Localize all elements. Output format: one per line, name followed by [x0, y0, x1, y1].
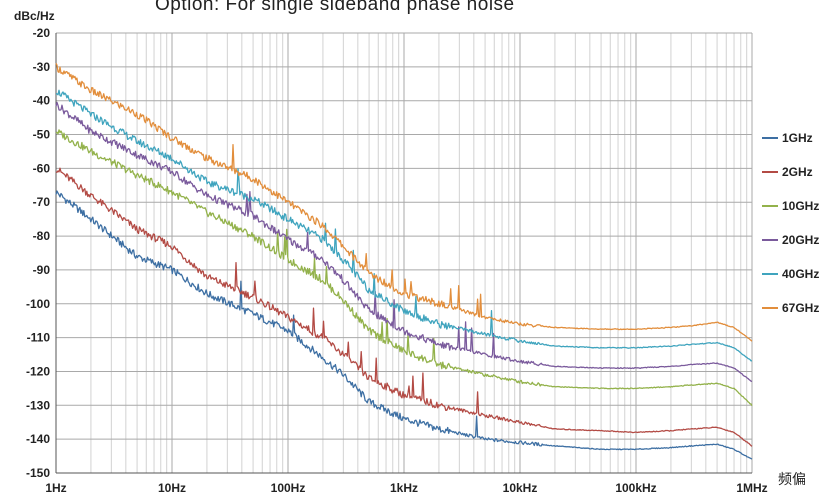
x-axis-label: 频偏: [778, 472, 806, 488]
x-tick-label: 1kHz: [390, 481, 418, 495]
series-line-10GHz: [55, 129, 753, 407]
legend-label-40GHz: 40GHz: [782, 267, 819, 281]
y-tick-label: -150: [26, 466, 50, 480]
y-tick-label: -120: [26, 364, 50, 378]
series-line-67GHz: [55, 62, 753, 342]
legend-label-20GHz: 20GHz: [782, 233, 819, 247]
legend-label-1GHz: 1GHz: [782, 131, 813, 145]
y-tick-label: -130: [26, 398, 50, 412]
y-tick-label: -30: [33, 60, 51, 74]
series-line-2GHz: [55, 167, 753, 447]
legend-label-2GHz: 2GHz: [782, 165, 813, 179]
y-tick-label: -140: [26, 432, 50, 446]
chart-title: Option: For single sideband phase noise: [155, 0, 515, 15]
x-tick-label: 100Hz: [271, 481, 306, 495]
y-tick-label: -90: [33, 263, 51, 277]
x-tick-label: 1Hz: [45, 481, 66, 495]
x-tick-label: 100kHz: [615, 481, 656, 495]
x-tick-label: 10Hz: [158, 481, 186, 495]
y-tick-label: -40: [33, 94, 51, 108]
y-tick-label: -70: [33, 195, 51, 209]
series-line-1GHz: [55, 190, 753, 460]
y-tick-label: -110: [27, 331, 51, 345]
x-tick-label: 10kHz: [503, 481, 538, 495]
y-axis-label: dBc/Hz: [14, 9, 55, 23]
series-line-20GHz: [55, 101, 753, 383]
y-tick-label: -80: [33, 229, 51, 243]
legend-label-10GHz: 10GHz: [782, 199, 819, 213]
legend-label-67GHz: 67GHz: [782, 301, 819, 315]
y-tick-label: -60: [33, 161, 51, 175]
y-tick-label: -50: [33, 128, 51, 142]
series-line-40GHz: [56, 89, 753, 362]
x-tick-label: 1MHz: [736, 481, 767, 495]
y-tick-label: -100: [26, 297, 50, 311]
y-tick-label: -20: [33, 26, 51, 40]
